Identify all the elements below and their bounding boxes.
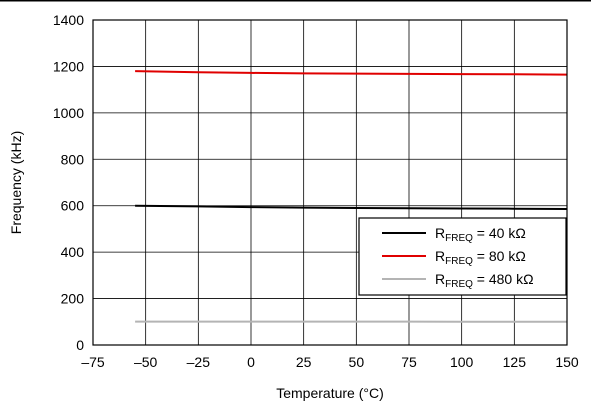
x-tick-label: 75 (401, 354, 417, 370)
grid-lines (93, 20, 567, 345)
x-tick-label: –50 (134, 354, 158, 370)
series-line-0 (135, 206, 567, 209)
y-tick-label: 800 (61, 151, 85, 167)
y-tick-label: 400 (61, 244, 85, 260)
x-tick-label: 100 (450, 354, 474, 370)
x-tick-label: –25 (187, 354, 211, 370)
x-tick-labels: –75 –50 –25 0 25 50 75 100 125 150 (81, 354, 579, 370)
y-tick-label: 200 (61, 291, 85, 307)
y-tick-label: 600 (61, 198, 85, 214)
y-tick-label: 0 (76, 337, 84, 353)
x-tick-label: 25 (296, 354, 312, 370)
x-tick-label: 125 (503, 354, 527, 370)
series-line-1 (135, 71, 567, 75)
top-border-line (0, 0, 591, 2)
y-tick-label: 1000 (53, 105, 84, 121)
x-tick-label: 0 (247, 354, 255, 370)
y-axis-label: Frequency (kHz) (8, 131, 24, 234)
x-axis-label: Temperature (°C) (276, 385, 384, 401)
y-tick-label: 1400 (53, 12, 84, 28)
x-tick-label: –75 (81, 354, 105, 370)
x-tick-label: 150 (555, 354, 579, 370)
plot-area-frame (93, 20, 567, 345)
y-tick-labels: 0 200 400 600 800 1000 1200 1400 (53, 12, 84, 353)
y-tick-label: 1200 (53, 58, 84, 74)
x-tick-label: 50 (349, 354, 365, 370)
